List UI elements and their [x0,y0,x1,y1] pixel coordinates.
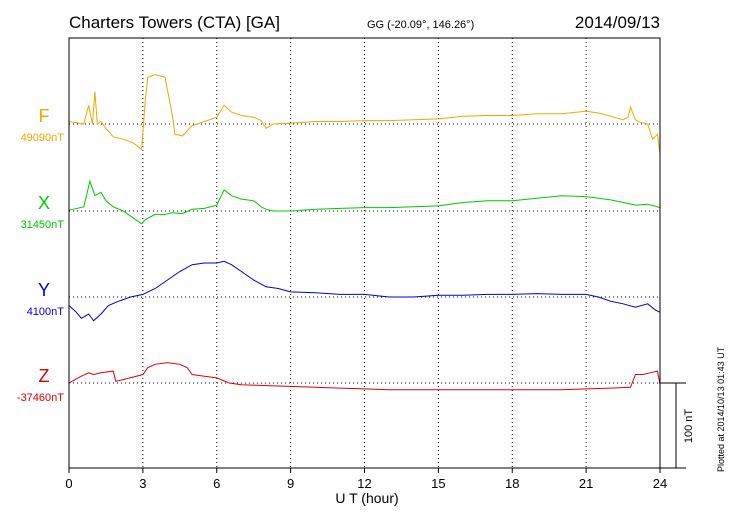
series-labels: F 49090nT X 31450nT Y 4100nT Z -37460nT [17,106,64,404]
series-baseline-y: 4100nT [27,306,65,318]
scale-bar-label: 100 nT [683,409,695,444]
x-tick-label: 21 [579,476,593,491]
series-traces [68,74,661,391]
coords-label: GG (-20.09°, 146.26°) [367,19,474,31]
series-name-z: Z [39,366,50,386]
series-baseline-z: -37460nT [17,392,64,404]
x-tick-label: 6 [213,476,220,491]
series-baselines [69,123,660,384]
plotted-note: Plotted at 2014/10/13 01:43 UT [716,346,726,472]
x-tick-label: 0 [65,476,72,491]
series-name-f: F [39,106,50,126]
series-baseline-f: 49090nT [21,132,65,144]
x-tick-label: 15 [431,476,445,491]
x-axis-ticks: 0 3 6 9 12 15 18 21 24 [65,468,667,491]
series-name-y: Y [38,280,50,300]
x-tick-label: 12 [357,476,371,491]
trace-z [68,362,661,391]
grid-lines [142,38,587,468]
x-tick-label: 24 [653,476,667,491]
x-tick-label: 9 [287,476,294,491]
trace-y [68,260,661,322]
station-title: Charters Towers (CTA) [GA] [69,13,280,32]
scale-bar-group: 100 nT [660,382,695,469]
trace-f [68,74,661,154]
x-axis-label: U T (hour) [335,490,398,506]
trace-x [68,179,661,225]
x-tick-label: 3 [139,476,146,491]
date-label: 2014/09/13 [575,13,660,32]
series-name-x: X [38,193,50,213]
series-baseline-x: 31450nT [21,219,65,231]
x-tick-label: 18 [505,476,519,491]
